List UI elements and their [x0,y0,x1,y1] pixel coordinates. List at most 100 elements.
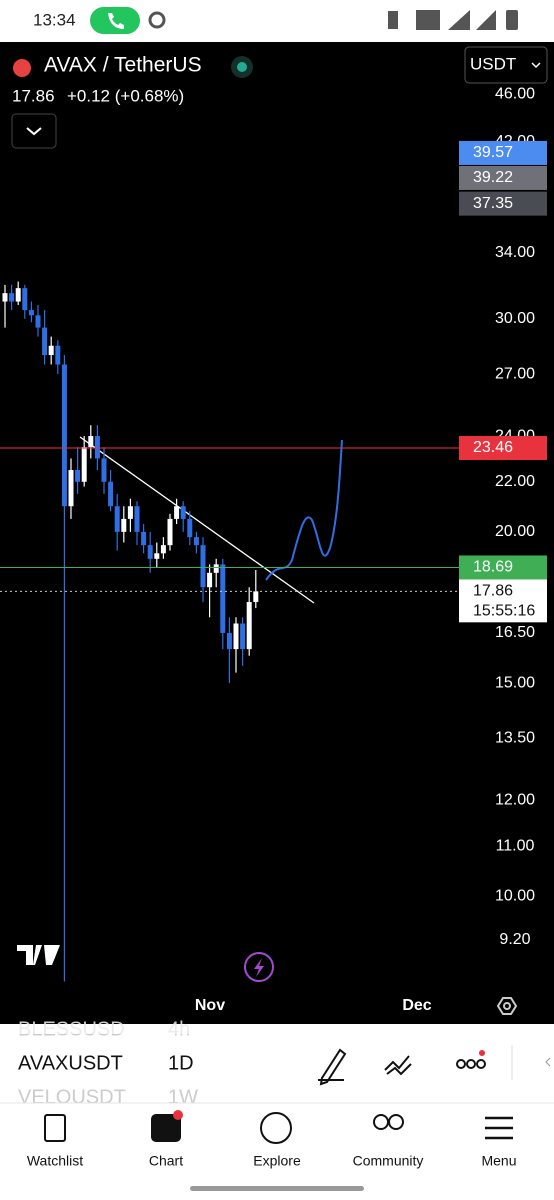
y-tick-label: 30.00 [495,310,535,327]
candle-body [127,506,133,519]
currency: USDT [470,54,516,73]
lightning-button[interactable] [244,952,274,982]
signal-icon [448,10,470,30]
candle-body [253,591,259,603]
home-indicator [190,1186,364,1191]
settings-dot [503,1002,511,1010]
price-tag-label: 39.57 [473,144,513,161]
price-tag-label: 18.69 [473,559,513,576]
chevron [26,127,42,136]
explore-icon[interactable] [260,1112,292,1144]
candle-body [55,345,61,365]
symbol-item[interactable]: AVAXUSDT [18,1052,123,1074]
candle-body [88,436,94,448]
badge [479,1050,485,1056]
currency-select[interactable] [464,46,548,84]
price-tag [459,191,547,216]
price-tag [459,436,547,461]
volte-icon [416,10,440,30]
tv-logo [17,945,60,965]
scroll-arrow[interactable] [545,1057,551,1067]
last-price-label: 17.86 [473,583,513,600]
candle-body [48,345,54,356]
battery-icon [506,10,518,30]
countdown: 15:55:16 [473,603,535,620]
settings-button[interactable] [496,997,518,1015]
candle-body [15,288,21,302]
drawn-path [265,439,343,581]
last-price: 17.86 [12,86,55,105]
market-status-dot [237,62,247,72]
nav-label[interactable]: Community [353,1153,424,1169]
nav-label[interactable]: Explore [253,1153,301,1169]
candle-body [94,436,100,459]
candle-body [240,623,246,650]
candle-body [207,572,213,588]
draw-tool[interactable] [318,1048,347,1086]
candle-body [121,518,127,532]
candle-body [101,458,107,482]
expand-button[interactable] [11,113,57,149]
price-tag [459,165,547,190]
chart-icon[interactable] [151,1114,181,1142]
y-tick-label: 13.50 [495,730,535,747]
candle-body [147,545,153,559]
chevron [531,62,541,69]
y-tick-label: 22.00 [495,473,535,490]
y-tick-label: 15.00 [495,674,535,691]
interval: 1D [168,1052,194,1074]
y-tick-label: 27.00 [495,365,535,382]
y-tick-label: 46.00 [495,85,535,102]
nav-label[interactable]: Chart [149,1153,183,1169]
candle-body [180,506,186,519]
more-dot [466,1059,476,1069]
candle-body [28,310,34,316]
nav-label[interactable]: Watchlist [27,1153,83,1169]
candle-body [233,623,239,650]
price-tag [459,140,547,165]
phone-icon [108,13,124,29]
call-pill[interactable] [90,7,140,34]
candle-body [213,564,219,573]
candle-body [68,469,74,507]
interval: 1W [168,1086,198,1108]
last-price-tag [459,578,547,623]
indicator-tool[interactable] [384,1055,412,1076]
vibrate-icon [388,11,398,29]
y-tick-label: 20.00 [495,523,535,540]
y-tick-label: 11.00 [496,837,535,854]
bottom-panel [0,1024,554,1200]
status-bar [0,0,554,42]
more-dot[interactable] [456,1059,466,1069]
y-tick-label: 9.20 [499,931,530,948]
coin-icon [13,59,31,77]
candle-body [226,632,232,650]
lightning-icon [254,958,264,977]
price-tag-label: 39.22 [473,169,513,186]
settings-icon [148,11,166,29]
candle-body [61,364,67,507]
symbol-item[interactable]: VELOUSDT [18,1086,126,1108]
candle-body [154,553,160,559]
candle-body [167,518,173,546]
candle-body [108,481,114,507]
badge [173,1110,183,1120]
candle-body [160,545,166,554]
price-tag-label: 23.46 [473,439,513,456]
nav-label[interactable]: Menu [481,1153,516,1169]
candle-body [134,506,140,532]
candle-body [75,469,81,482]
watchlist-icon[interactable] [44,1114,66,1142]
candle-body [9,293,15,302]
menu-icon[interactable] [485,1116,513,1140]
candle-body [174,506,180,519]
candle-body [246,602,252,650]
y-tick-label: 16.50 [495,624,535,641]
y-tick-label: 12.00 [495,792,535,809]
signal-icon [476,10,496,30]
symbol-title[interactable]: AVAX / TetherUS [44,54,202,77]
price-tag-label: 37.35 [473,195,513,212]
candle-body [114,506,120,532]
